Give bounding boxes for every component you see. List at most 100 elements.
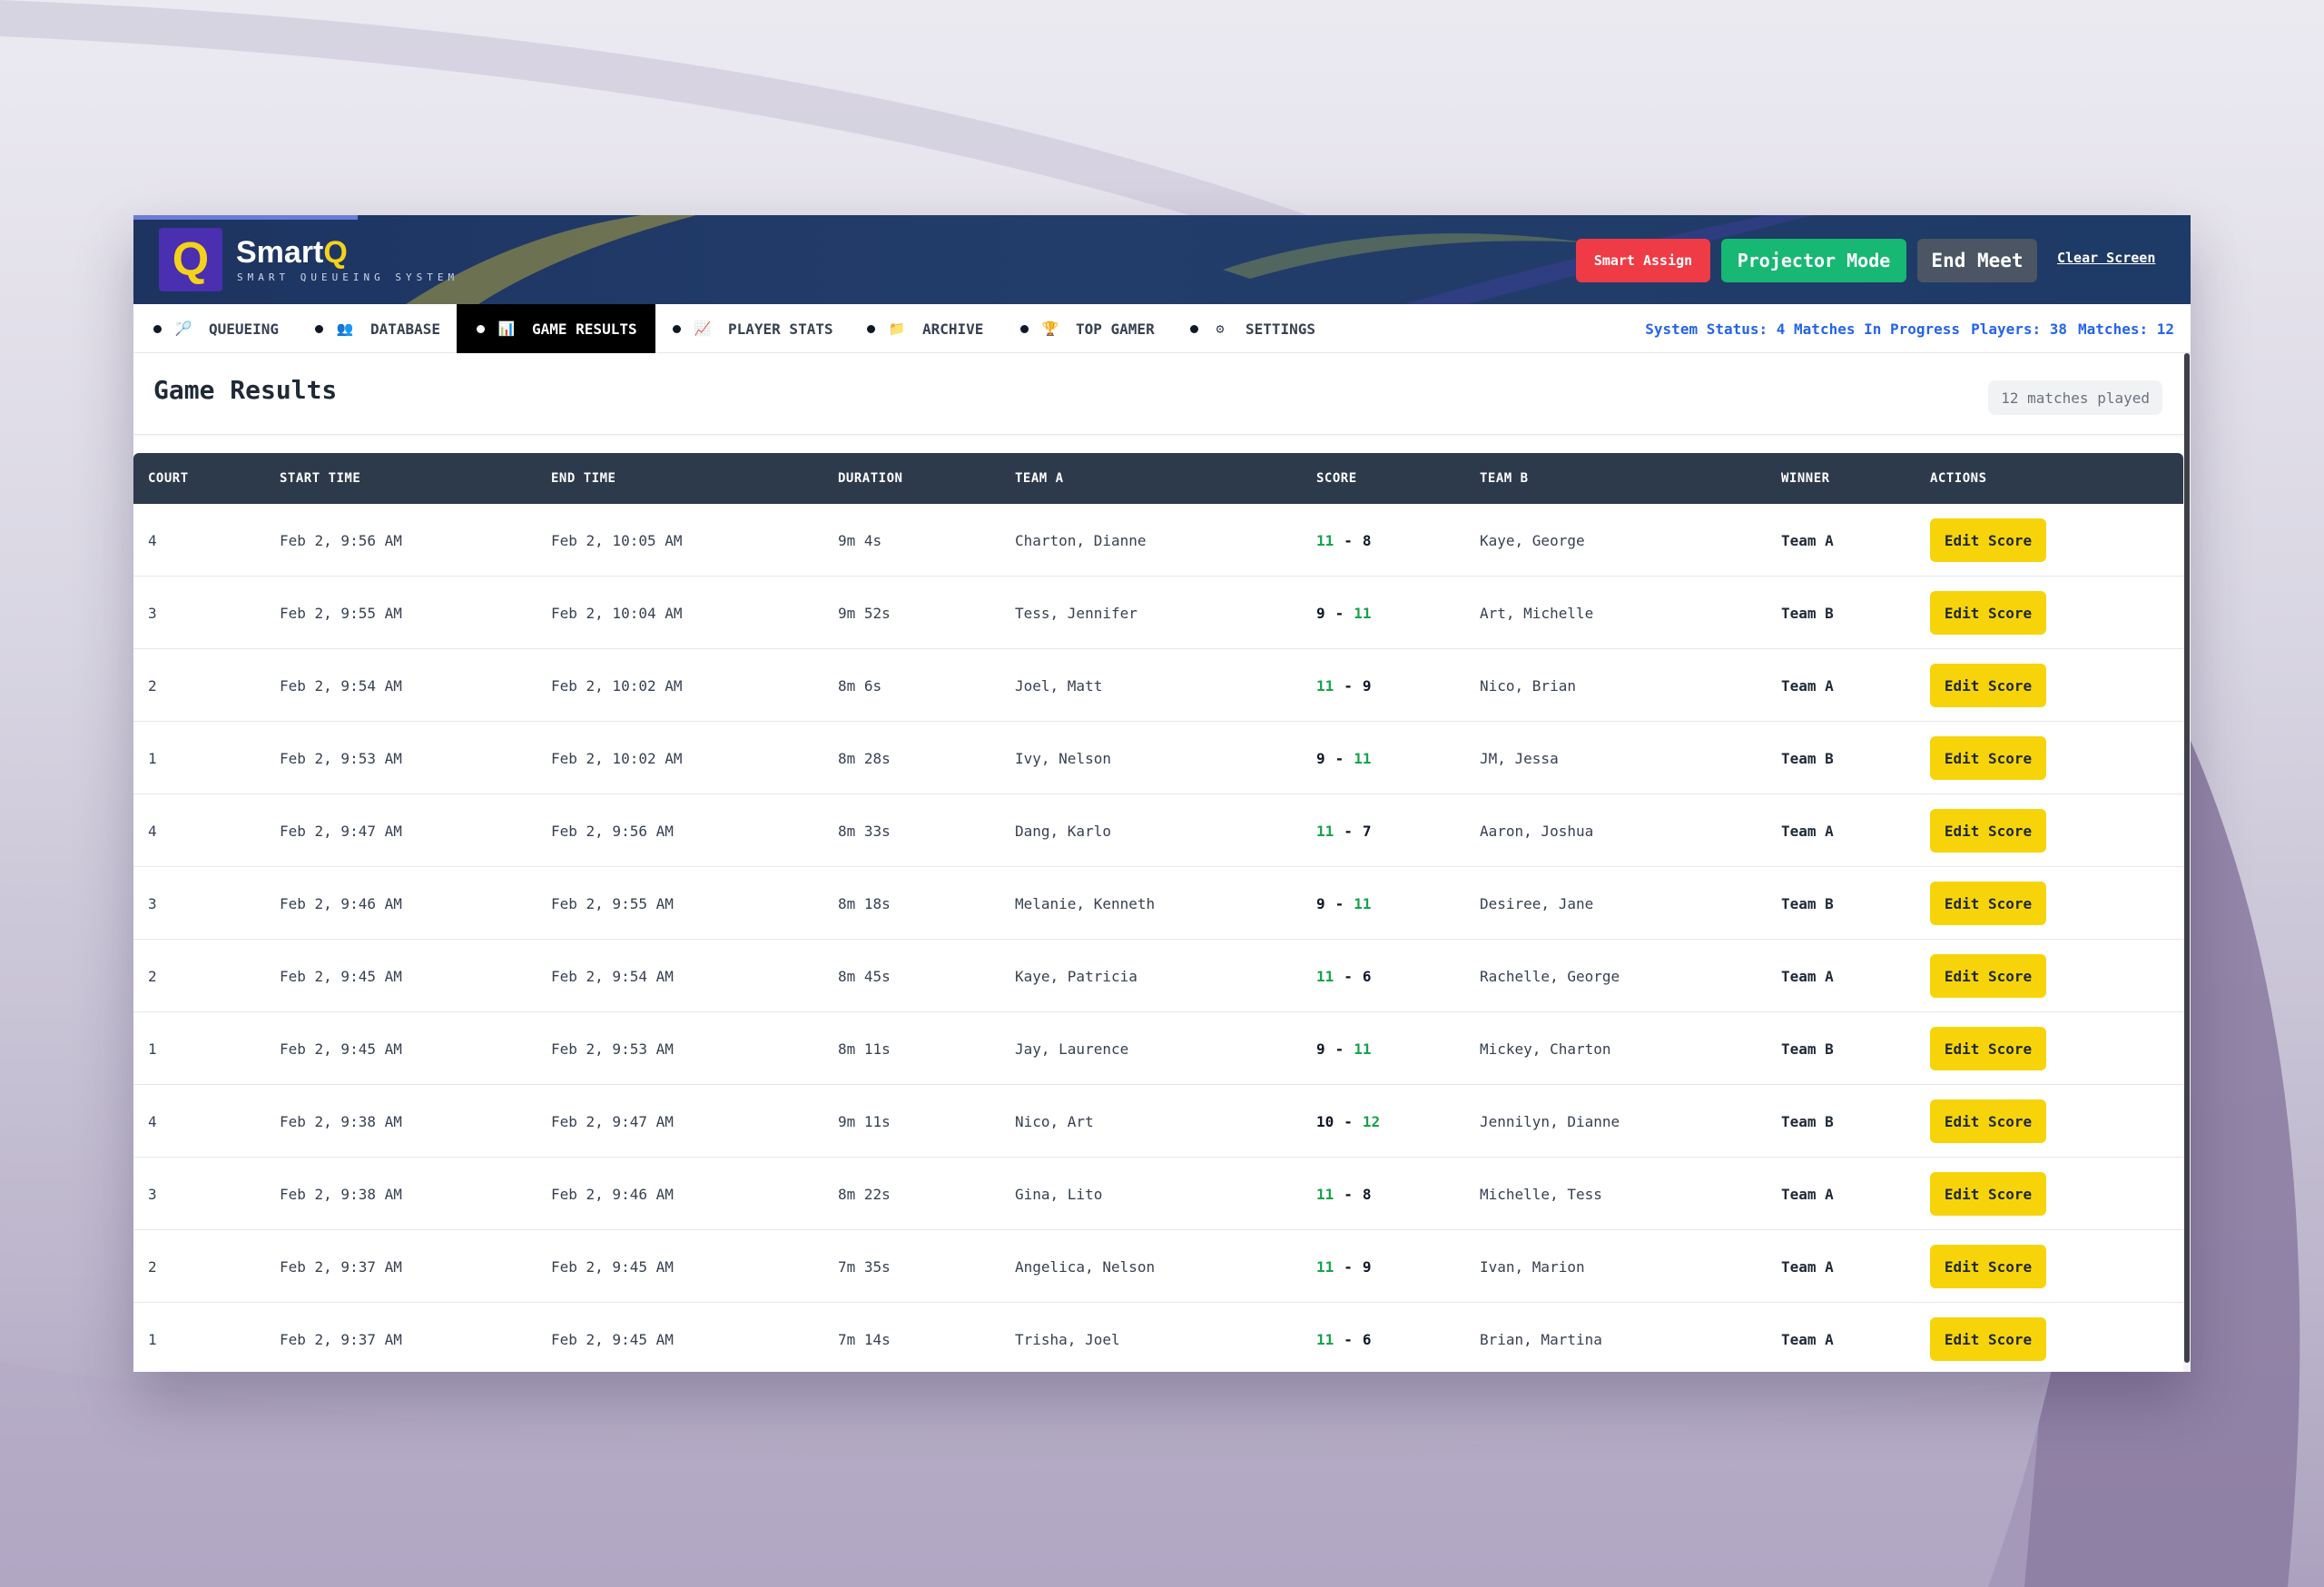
cell-court: 2 — [148, 676, 157, 695]
cell-duration: 8m 45s — [838, 967, 891, 985]
cell-winner: Team B — [1781, 1112, 1834, 1130]
tab-label: QUEUEING — [209, 320, 280, 338]
cell-team-a: Melanie, Kenneth — [1015, 894, 1156, 912]
scrollbar[interactable] — [2183, 353, 2191, 1372]
score-team-a: 11 — [1316, 676, 1334, 695]
score-team-a: 9 — [1316, 894, 1325, 912]
cell-winner: Team B — [1781, 1040, 1834, 1058]
score-separator: - — [1334, 749, 1344, 767]
score-team-b: 8 — [1362, 531, 1372, 549]
tab-database[interactable]: 👥 DATABASE — [295, 304, 458, 353]
cell-winner: Team A — [1781, 822, 1834, 840]
cell-start-time: Feb 2, 9:37 AM — [280, 1330, 402, 1348]
edit-score-button[interactable]: Edit Score — [1930, 954, 2046, 998]
tab-label: DATABASE — [370, 320, 441, 338]
edit-score-button[interactable]: Edit Score — [1930, 736, 2046, 780]
cell-court: 1 — [148, 749, 157, 767]
racket-icon: 🏸 — [174, 320, 192, 337]
cell-duration: 8m 33s — [838, 822, 891, 840]
edit-score-button[interactable]: Edit Score — [1930, 591, 2046, 635]
cell-end-time: Feb 2, 9:53 AM — [551, 1040, 674, 1058]
cell-team-b: Rachelle, George — [1480, 967, 1620, 985]
edit-score-button[interactable]: Edit Score — [1930, 809, 2046, 853]
scrollbar-thumb[interactable] — [2184, 353, 2190, 1363]
cell-end-time: Feb 2, 10:02 AM — [551, 676, 683, 695]
nav-dot — [315, 324, 323, 333]
score-team-b: 12 — [1362, 1112, 1381, 1130]
gear-icon: ⚙ — [1216, 320, 1225, 337]
cell-score: 11-8 — [1316, 1158, 1372, 1230]
score-team-b: 11 — [1354, 604, 1372, 622]
score-team-b: 6 — [1362, 1330, 1372, 1348]
projector-mode-button[interactable]: Projector Mode — [1721, 239, 1906, 282]
table-row: 2 Feb 2, 9:54 AM Feb 2, 10:02 AM 8m 6s Joel,… — [133, 649, 2183, 722]
end-meet-button[interactable]: End Meet — [1917, 239, 2037, 282]
score-team-b: 9 — [1362, 676, 1372, 695]
edit-score-button[interactable]: Edit Score — [1930, 1172, 2046, 1216]
cell-team-b: Kaye, George — [1480, 531, 1585, 549]
status-matches: Matches: 12 — [2078, 320, 2174, 338]
cell-team-a: Ivy, Nelson — [1015, 749, 1111, 767]
edit-score-button[interactable]: Edit Score — [1930, 1027, 2046, 1070]
edit-score-button[interactable]: Edit Score — [1930, 1099, 2046, 1143]
score-team-b: 11 — [1354, 749, 1372, 767]
cell-winner: Team B — [1781, 894, 1834, 912]
tab-queueing[interactable]: 🏸 QUEUEING — [133, 304, 297, 353]
edit-score-button[interactable]: Edit Score — [1930, 1317, 2046, 1361]
bar-chart-icon: 📊 — [497, 320, 516, 337]
cell-end-time: Feb 2, 10:02 AM — [551, 749, 683, 767]
status-players: Players: 38 — [1971, 320, 2068, 338]
cell-winner: Team B — [1781, 749, 1834, 767]
cell-court: 4 — [148, 531, 157, 549]
column-header-actions: ACTIONS — [1930, 471, 1987, 486]
nav-dot — [1190, 324, 1198, 333]
cell-end-time: Feb 2, 10:04 AM — [551, 604, 683, 622]
page-title: Game Results — [153, 375, 338, 405]
table-row: 3 Feb 2, 9:38 AM Feb 2, 9:46 AM 8m 22s Gina,… — [133, 1158, 2183, 1230]
cell-team-a: Dang, Karlo — [1015, 822, 1111, 840]
cell-duration: 8m 22s — [838, 1185, 891, 1203]
cell-court: 2 — [148, 967, 157, 985]
score-team-a: 11 — [1316, 1257, 1334, 1276]
score-team-b: 6 — [1362, 967, 1372, 985]
cell-team-b: Brian, Martina — [1480, 1330, 1602, 1348]
score-team-a: 9 — [1316, 749, 1325, 767]
score-separator: - — [1344, 1185, 1353, 1203]
score-separator: - — [1334, 1040, 1344, 1058]
tab-top-gamer[interactable]: 🏆 TOP GAMER — [1000, 304, 1173, 353]
tab-label: TOP GAMER — [1076, 320, 1155, 338]
cell-team-a: Joel, Matt — [1015, 676, 1103, 695]
folder-icon: 📁 — [888, 320, 906, 337]
tab-game-results[interactable]: 📊 GAME RESULTS — [457, 304, 655, 353]
score-team-a: 11 — [1316, 967, 1334, 985]
nav-dot — [153, 324, 162, 333]
cell-winner: Team A — [1781, 1257, 1834, 1276]
smart-assign-button[interactable]: Smart Assign — [1576, 239, 1710, 282]
edit-score-button[interactable]: Edit Score — [1930, 882, 2046, 925]
matches-count-badge: 12 matches played — [1988, 380, 2162, 415]
cell-start-time: Feb 2, 9:38 AM — [280, 1112, 402, 1130]
tab-player-stats[interactable]: 📈 PLAYER STATS — [653, 304, 852, 353]
cell-end-time: Feb 2, 9:56 AM — [551, 822, 674, 840]
brand-subtitle: SMART QUEUEING SYSTEM — [237, 271, 459, 283]
tab-archive[interactable]: 📁 ARCHIVE — [847, 304, 1001, 353]
score-team-b: 8 — [1362, 1185, 1372, 1203]
cell-duration: 8m 11s — [838, 1040, 891, 1058]
table-row: 3 Feb 2, 9:55 AM Feb 2, 10:04 AM 9m 52s Tess… — [133, 577, 2183, 649]
score-separator: - — [1344, 1112, 1353, 1130]
cell-team-a: Jay, Laurence — [1015, 1040, 1129, 1058]
tab-label: SETTINGS — [1246, 320, 1316, 338]
cell-team-a: Angelica, Nelson — [1015, 1257, 1156, 1276]
tab-settings[interactable]: ⚙ SETTINGS — [1170, 304, 1334, 353]
status-matches-in-progress: System Status: 4 Matches In Progress — [1645, 320, 1961, 338]
clear-screen-link[interactable]: Clear Screen — [2057, 250, 2156, 266]
cell-team-b: Michelle, Tess — [1480, 1185, 1602, 1203]
cell-court: 2 — [148, 1257, 157, 1276]
edit-score-button[interactable]: Edit Score — [1930, 664, 2046, 707]
brand-accent: Q — [323, 235, 348, 270]
table-row: 3 Feb 2, 9:46 AM Feb 2, 9:55 AM 8m 18s Melan… — [133, 867, 2183, 940]
tab-label: GAME RESULTS — [532, 320, 637, 338]
tab-label: ARCHIVE — [922, 320, 984, 338]
edit-score-button[interactable]: Edit Score — [1930, 1245, 2046, 1288]
edit-score-button[interactable]: Edit Score — [1930, 518, 2046, 562]
